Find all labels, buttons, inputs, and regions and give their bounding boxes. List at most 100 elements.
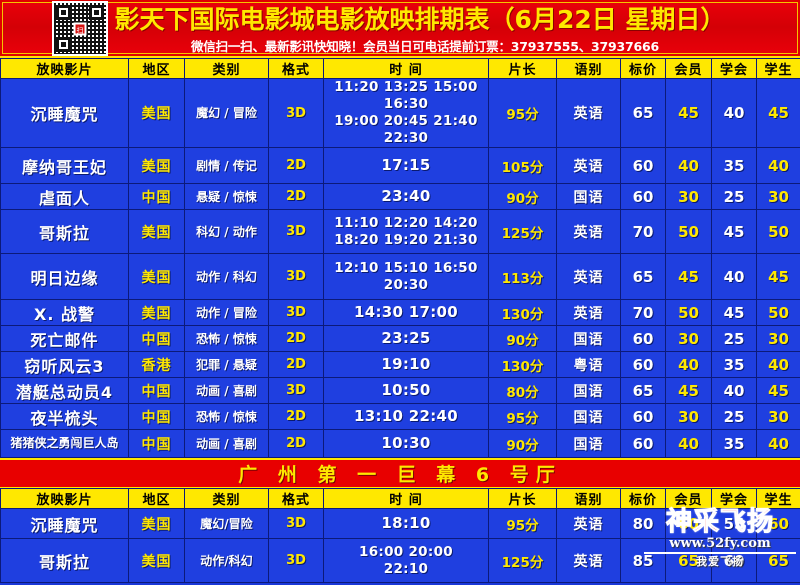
imax-col-header-assoc: 学会 <box>711 488 757 509</box>
cell-price: 60 <box>620 183 666 210</box>
cell-genre: 悬疑 / 惊悚 <box>184 183 269 210</box>
col-header-time: 时 间 <box>323 58 489 79</box>
imax-cell-title: 哥斯拉 <box>0 538 129 583</box>
imax-cell-assoc: 55 <box>711 508 757 539</box>
col-header-format: 格式 <box>268 58 324 79</box>
cell-genre: 魔幻 / 冒险 <box>184 78 269 148</box>
cell-title: 死亡邮件 <box>0 325 129 352</box>
cell-title: 夜半梳头 <box>0 403 129 430</box>
col-header-assoc: 学会 <box>711 58 757 79</box>
imax-cell-assoc: 60 <box>711 538 757 583</box>
cell-assoc: 35 <box>711 351 757 378</box>
cell-language: 英语 <box>556 147 621 184</box>
imax-cell-format: 3D <box>268 508 324 539</box>
cell-price: 70 <box>620 299 666 326</box>
table-row[interactable]: 明日边缘 美国 动作 / 科幻 3D 12:10 15:10 16:50 20:30 113… <box>0 253 800 300</box>
cell-price: 65 <box>620 78 666 148</box>
cell-language: 国语 <box>556 403 621 430</box>
col-header-price: 标价 <box>620 58 666 79</box>
col-header-genre: 类别 <box>184 58 269 79</box>
cell-genre: 剧情 / 传记 <box>184 147 269 184</box>
imax-cell-price: 85 <box>620 538 666 583</box>
cell-time: 10:30 <box>323 429 489 458</box>
cell-region: 美国 <box>128 147 185 184</box>
table-row[interactable]: 猪猪侠之勇闯巨人岛 中国 动画 / 喜剧 2D 10:30 90分 国语 60 40 35 40 <box>0 429 800 458</box>
cell-assoc: 40 <box>711 253 757 300</box>
cell-price: 65 <box>620 253 666 300</box>
page-title: 影天下国际电影城电影放映排期表（6月22日 星期日） <box>114 4 726 34</box>
cell-student: 40 <box>756 147 800 184</box>
imax-section-label: 广 州 第 一 巨 幕 6 号厅 <box>238 464 562 486</box>
cell-genre: 动画 / 喜剧 <box>184 377 269 404</box>
imax-cell-length: 95分 <box>488 508 557 539</box>
imax-cell-student: 60 <box>756 508 800 539</box>
qr-code-pattern: 扫 <box>54 3 106 54</box>
col-header-member: 会员 <box>665 58 712 79</box>
cell-language: 国语 <box>556 429 621 458</box>
cell-time: 12:10 15:10 16:50 20:30 <box>323 253 489 300</box>
cell-format: 2D <box>268 147 324 184</box>
imax-cell-region: 美国 <box>128 538 185 583</box>
cell-format: 2D <box>268 351 324 378</box>
cell-student: 50 <box>756 299 800 326</box>
table-row[interactable]: 死亡邮件 中国 恐怖 / 惊悚 2D 23:25 90分 国语 60 30 25 30 <box>0 325 800 352</box>
cell-region: 香港 <box>128 351 185 378</box>
imax-cell-genre: 魔幻/冒险 <box>184 508 269 539</box>
table-row[interactable]: 哥斯拉 美国 动作/科幻 3D 16:00 20:00 22:10 125分 英语 85 65 60… <box>0 538 800 583</box>
table-row[interactable]: 沉睡魔咒 美国 魔幻 / 冒险 3D 11:20 13:25 15:00 16:30 19… <box>0 78 800 148</box>
table-row[interactable]: 潜艇总动员4 中国 动画 / 喜剧 3D 10:50 80分 国语 65 45 40 45 <box>0 377 800 404</box>
cell-time: 13:10 22:40 <box>323 403 489 430</box>
cell-length: 90分 <box>488 325 557 352</box>
cell-title: 潜艇总动员4 <box>0 377 129 404</box>
cell-length: 80分 <box>488 377 557 404</box>
cell-genre: 动作 / 科幻 <box>184 253 269 300</box>
cell-region: 美国 <box>128 209 185 254</box>
qr-eye-top-right <box>89 5 104 20</box>
cell-genre: 科幻 / 动作 <box>184 209 269 254</box>
cell-language: 英语 <box>556 253 621 300</box>
cell-student: 50 <box>756 209 800 254</box>
imax-col-header-language: 语别 <box>556 488 621 509</box>
imax-cell-price: 80 <box>620 508 666 539</box>
imax-col-header-student: 学生 <box>756 488 800 509</box>
cell-member: 30 <box>665 325 712 352</box>
imax-col-header-member: 会员 <box>665 488 712 509</box>
cell-region: 美国 <box>128 253 185 300</box>
cell-price: 60 <box>620 147 666 184</box>
cell-genre: 动作 / 冒险 <box>184 299 269 326</box>
main-header-row: 放映影片 地区 类别 格式 时 间 片长 语别 标价 会员 学会 学生 <box>0 58 800 79</box>
table-row[interactable]: 虐面人 中国 悬疑 / 惊悚 2D 23:40 90分 国语 60 30 25 30 <box>0 183 800 210</box>
cell-genre: 恐怖 / 惊悚 <box>184 325 269 352</box>
cell-format: 3D <box>268 299 324 326</box>
cell-title: 摩纳哥王妃 <box>0 147 129 184</box>
table-row[interactable]: 夜半梳头 中国 恐怖 / 惊悚 2D 13:10 22:40 95分 国语 60 30 25 30 <box>0 403 800 430</box>
imax-col-header-title: 放映影片 <box>0 488 129 509</box>
imax-cell-time: 18:10 <box>323 508 489 539</box>
cell-length: 130分 <box>488 299 557 326</box>
cell-assoc: 25 <box>711 325 757 352</box>
cell-student: 30 <box>756 183 800 210</box>
cell-title: 沉睡魔咒 <box>0 78 129 148</box>
cell-assoc: 40 <box>711 78 757 148</box>
imax-cell-length: 125分 <box>488 538 557 583</box>
cell-member: 45 <box>665 377 712 404</box>
cell-region: 美国 <box>128 299 185 326</box>
cell-length: 113分 <box>488 253 557 300</box>
imax-col-header-region: 地区 <box>128 488 185 509</box>
table-row[interactable]: 窃听风云3 香港 犯罪 / 悬疑 2D 19:10 130分 粤语 60 40 35 40 <box>0 351 800 378</box>
main-schedule-table: 放映影片 地区 类别 格式 时 间 片长 语别 标价 会员 学会 学生 沉睡魔咒… <box>0 58 800 458</box>
table-row[interactable]: X. 战警 美国 动作 / 冒险 3D 14:30 17:00 130分 英语 70 50 45 5… <box>0 299 800 326</box>
table-row[interactable]: 沉睡魔咒 美国 魔幻/冒险 3D 18:10 95分 英语 80 60 55 60 <box>0 508 800 539</box>
cell-student: 40 <box>756 429 800 458</box>
wechat-qr-code[interactable]: 扫 <box>52 1 108 56</box>
table-row[interactable]: 哥斯拉 美国 科幻 / 动作 3D 11:10 12:20 14:20 18:20 19:… <box>0 209 800 254</box>
imax-col-header-genre: 类别 <box>184 488 269 509</box>
cell-assoc: 40 <box>711 377 757 404</box>
table-row[interactable]: 摩纳哥王妃 美国 剧情 / 传记 2D 17:15 105分 英语 60 40 35 40 <box>0 147 800 184</box>
title-row: 影天下国际电影城电影放映排期表（6月22日 星期日） <box>0 1 800 34</box>
cell-assoc: 45 <box>711 299 757 326</box>
cell-member: 40 <box>665 429 712 458</box>
imax-table-body: 沉睡魔咒 美国 魔幻/冒险 3D 18:10 95分 英语 80 60 55 60 哥斯拉 美国 动作/科… <box>0 508 800 583</box>
imax-col-header-time: 时 间 <box>323 488 489 509</box>
